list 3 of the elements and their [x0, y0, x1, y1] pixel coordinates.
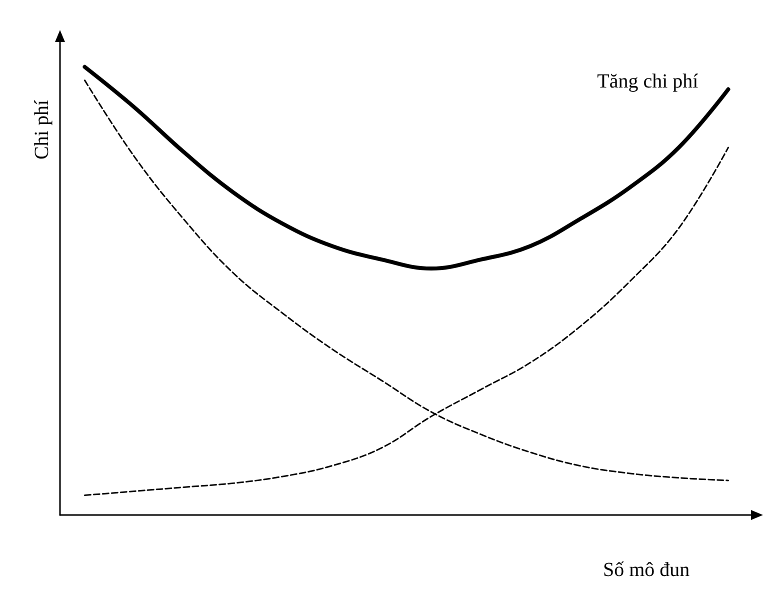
x-axis-title: Số mô đun	[603, 559, 690, 581]
series-label: Tăng chi phí	[597, 70, 699, 92]
y-axis-title: Chi phí	[31, 100, 53, 160]
